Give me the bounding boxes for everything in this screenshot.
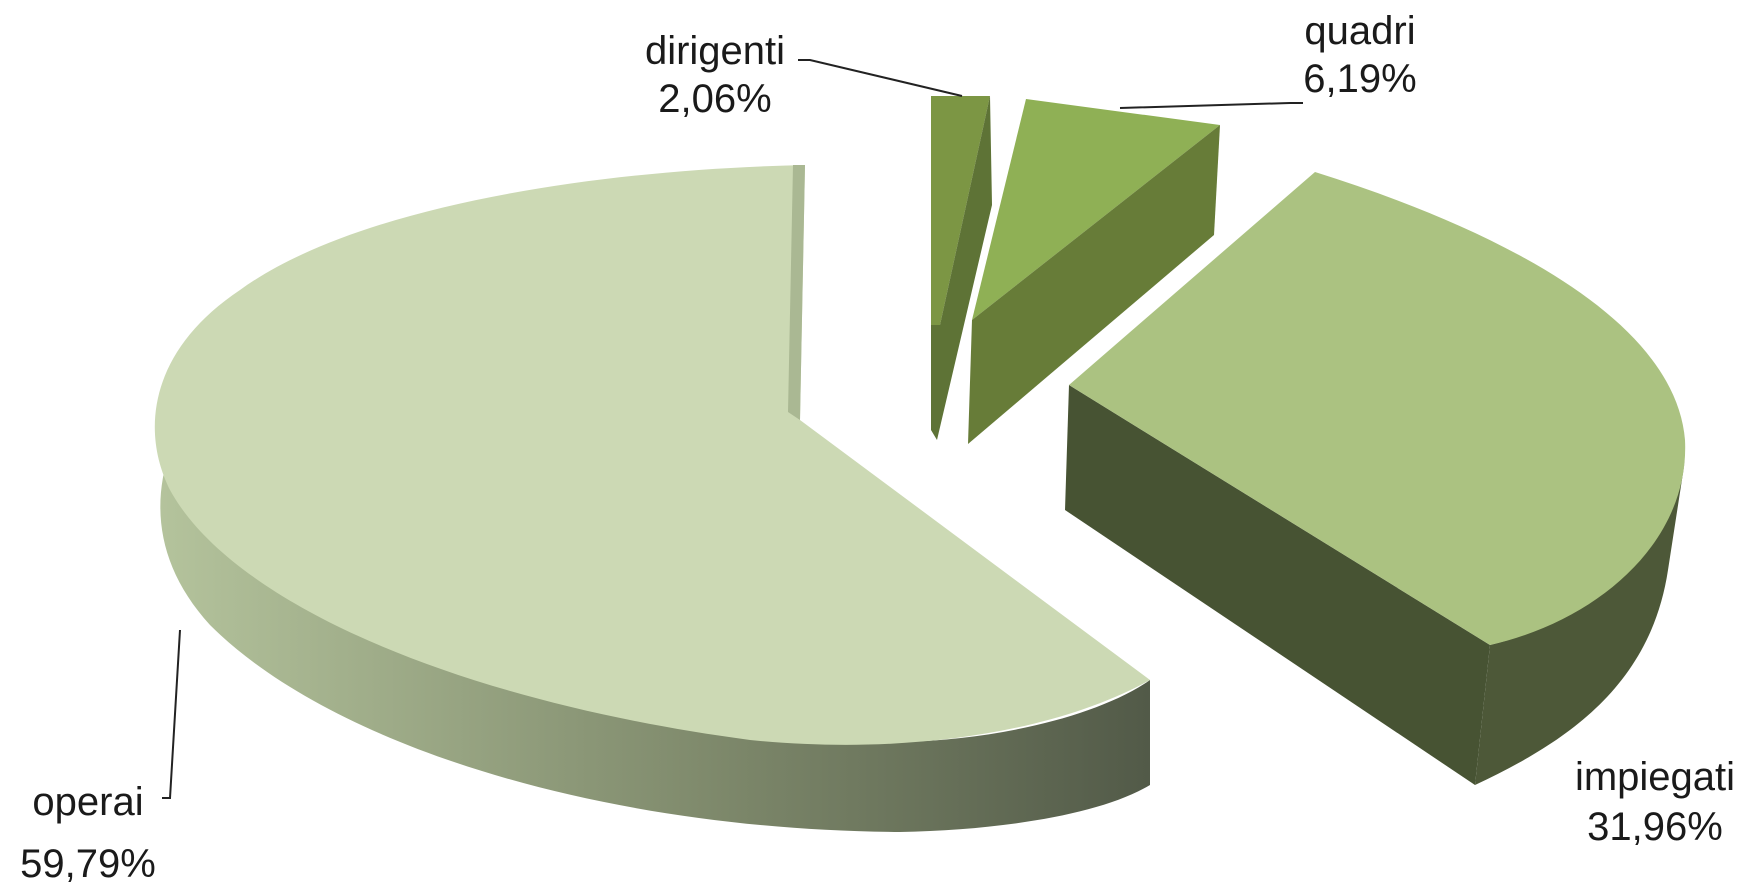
label-quadri-value: 6,19% — [1303, 57, 1416, 101]
label-dirigenti-value: 2,06% — [658, 77, 771, 121]
label-dirigenti-name: dirigenti — [645, 29, 785, 73]
slice-dirigenti-side — [931, 96, 992, 440]
label-quadri-name: quadri — [1304, 9, 1415, 53]
leader-lines — [162, 59, 1303, 799]
slice-quadri — [968, 99, 1220, 444]
slice-impiegati-top — [1069, 172, 1686, 645]
label-operai-value: 59,79% — [20, 842, 156, 886]
label-operai-name: operai — [32, 780, 143, 824]
slice-impiegati-side-right — [1475, 460, 1685, 785]
slice-quadri-side — [968, 125, 1220, 444]
slice-impiegati — [1065, 172, 1686, 785]
slice-impiegati-side-left — [1065, 385, 1490, 785]
leader-line-operai — [162, 629, 181, 799]
slice-operai-top — [154, 165, 1150, 745]
label-impiegati-value: 31,96% — [1587, 805, 1723, 849]
leader-line-dirigenti — [798, 59, 963, 97]
slice-dirigenti-top — [931, 96, 990, 325]
data-labels: dirigenti 2,06% quadri 6,19% impiegati 3… — [20, 9, 1735, 886]
slice-operai-side — [160, 450, 1151, 832]
slice-quadri-top — [972, 99, 1220, 320]
slice-dirigenti — [931, 96, 992, 440]
label-impiegati-name: impiegati — [1575, 755, 1735, 799]
slice-operai-face — [788, 165, 805, 420]
leader-line-quadri — [1119, 102, 1303, 109]
slice-operai — [154, 165, 1151, 832]
